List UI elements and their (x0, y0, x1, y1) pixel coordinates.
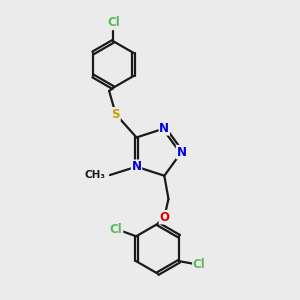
Text: O: O (159, 211, 169, 224)
Text: CH₃: CH₃ (85, 170, 106, 180)
Text: Cl: Cl (107, 16, 120, 29)
Text: S: S (112, 108, 120, 121)
Text: Cl: Cl (110, 223, 123, 236)
Text: N: N (176, 146, 187, 159)
Text: N: N (159, 122, 169, 135)
Text: Cl: Cl (193, 258, 206, 271)
Text: N: N (131, 160, 142, 173)
